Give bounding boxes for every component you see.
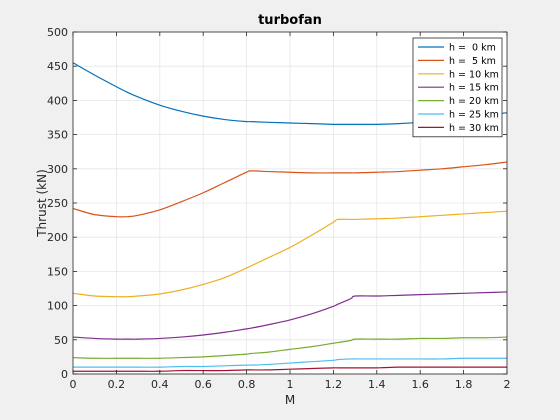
y-tick-label: 450	[47, 60, 68, 73]
x-tick-label: 0.2	[108, 378, 126, 391]
y-tick-label: 500	[47, 26, 68, 39]
legend-entry: h = 5 km	[449, 56, 496, 67]
legend-entry: h = 30 km	[449, 123, 499, 134]
x-tick-label: 0	[70, 378, 77, 391]
y-axis-ticks: 0 50 100 150 200 250 300 350 400 450 500	[47, 26, 507, 381]
series-line	[72, 366, 507, 372]
x-tick-label: 0.6	[194, 378, 212, 391]
y-tick-label: 0	[61, 368, 68, 381]
series-line	[72, 336, 508, 359]
series-line	[72, 161, 508, 218]
y-tick-label: 400	[47, 94, 68, 107]
x-tick-label: 0.4	[151, 378, 169, 391]
y-tick-label: 50	[54, 334, 68, 347]
legend-entry: h = 0 km	[449, 43, 496, 54]
legend-entry: h = 10 km	[449, 69, 499, 80]
legend-entry: h = 25 km	[449, 110, 499, 121]
legend-entry: h = 15 km	[449, 83, 499, 94]
x-tick-label: 1.4	[368, 378, 386, 391]
x-axis-ticks: 0 0.2 0.4 0.6 0.8 1 1.2 1.4 1.6 1.8 2	[70, 32, 511, 391]
x-axis-label: M	[285, 393, 295, 407]
x-tick-label: 0.8	[238, 378, 256, 391]
legend: h = 0 km h = 5 km h = 10 km h = 15 km h = 20…	[412, 37, 503, 138]
y-tick-label: 200	[47, 231, 68, 244]
y-tick-label: 300	[47, 163, 68, 176]
y-tick-label: 250	[47, 197, 68, 210]
series-line	[73, 357, 507, 368]
series-line	[72, 291, 508, 340]
x-tick-label: 1	[287, 378, 294, 391]
x-tick-label: 2	[504, 378, 511, 391]
x-tick-label: 1.2	[325, 378, 343, 391]
y-tick-label: 350	[47, 129, 68, 142]
x-tick-label: 1.6	[411, 378, 429, 391]
y-tick-label: 150	[47, 265, 68, 278]
y-axis-label: Thrust (kN)	[35, 169, 49, 238]
legend-entry: h = 20 km	[449, 96, 499, 107]
series-line	[72, 210, 508, 298]
series-lines	[72, 62, 508, 372]
y-tick-label: 100	[47, 300, 68, 313]
chart-title: turbofan	[258, 13, 322, 28]
x-tick-label: 1.8	[455, 378, 473, 391]
